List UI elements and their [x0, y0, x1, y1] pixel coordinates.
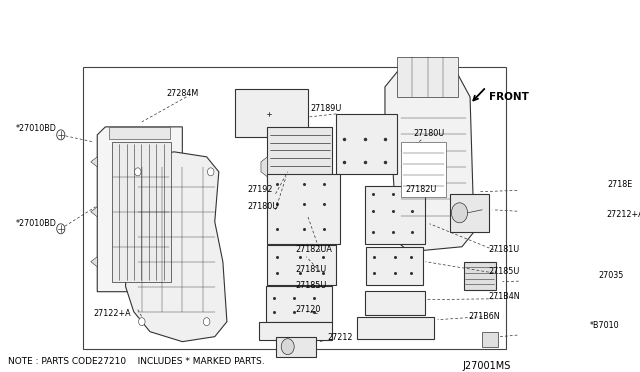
Circle shape — [451, 203, 468, 223]
Text: FRONT: FRONT — [489, 92, 529, 102]
Circle shape — [204, 318, 210, 326]
Polygon shape — [125, 152, 227, 341]
Bar — [268, 245, 337, 285]
Text: 27181U: 27181U — [489, 245, 520, 254]
Text: 27212: 27212 — [328, 333, 353, 342]
Polygon shape — [91, 157, 97, 167]
Text: *B7010: *B7010 — [590, 321, 620, 330]
Bar — [109, 127, 170, 139]
Bar — [83, 67, 506, 349]
Text: *27010BD: *27010BD — [16, 219, 57, 228]
Text: 27185U: 27185U — [489, 267, 520, 276]
Text: 271B4N: 271B4N — [489, 292, 520, 301]
Bar — [365, 186, 426, 244]
Polygon shape — [97, 127, 182, 292]
Text: 2718E: 2718E — [608, 180, 633, 189]
Text: 27122+A: 27122+A — [93, 309, 131, 318]
Polygon shape — [385, 67, 474, 252]
Circle shape — [207, 168, 214, 176]
Bar — [259, 322, 332, 340]
Bar — [235, 89, 308, 137]
Text: 27212+A: 27212+A — [606, 210, 640, 219]
Circle shape — [57, 224, 65, 234]
Bar — [356, 317, 433, 339]
Text: 271B6N: 271B6N — [468, 312, 500, 321]
Text: NOTE : PARTS CODE27210    INCLUDES * MARKED PARTS.: NOTE : PARTS CODE27210 INCLUDES * MARKED… — [8, 357, 265, 366]
Bar — [337, 114, 397, 174]
Text: 27192: 27192 — [247, 185, 273, 194]
Polygon shape — [91, 257, 97, 267]
Text: 27120: 27120 — [295, 305, 321, 314]
Text: 27182UA: 27182UA — [296, 245, 333, 254]
Text: J27001MS: J27001MS — [462, 360, 511, 371]
Polygon shape — [261, 157, 268, 177]
Text: 27185U: 27185U — [296, 281, 327, 290]
Bar — [482, 332, 499, 347]
Text: 27182U: 27182U — [405, 185, 436, 194]
Bar — [268, 174, 340, 244]
Polygon shape — [112, 142, 171, 282]
Bar — [266, 286, 332, 322]
Text: 27181U: 27181U — [296, 265, 327, 274]
Text: 27189U: 27189U — [310, 105, 342, 113]
Circle shape — [134, 168, 141, 176]
Circle shape — [281, 339, 294, 355]
Bar — [463, 262, 496, 290]
Bar — [366, 247, 423, 285]
Bar — [268, 127, 332, 182]
Text: 27180U: 27180U — [247, 202, 278, 211]
Circle shape — [139, 318, 145, 326]
Polygon shape — [91, 207, 97, 217]
Bar — [401, 142, 445, 197]
Text: 27180U: 27180U — [413, 129, 445, 138]
Circle shape — [57, 130, 65, 140]
Text: *27010BD: *27010BD — [16, 124, 57, 134]
Bar — [450, 194, 489, 232]
Bar — [365, 291, 426, 315]
Text: 27284M: 27284M — [166, 89, 198, 99]
Text: 27035: 27035 — [598, 271, 623, 280]
Bar — [397, 57, 458, 97]
Bar — [276, 337, 316, 357]
